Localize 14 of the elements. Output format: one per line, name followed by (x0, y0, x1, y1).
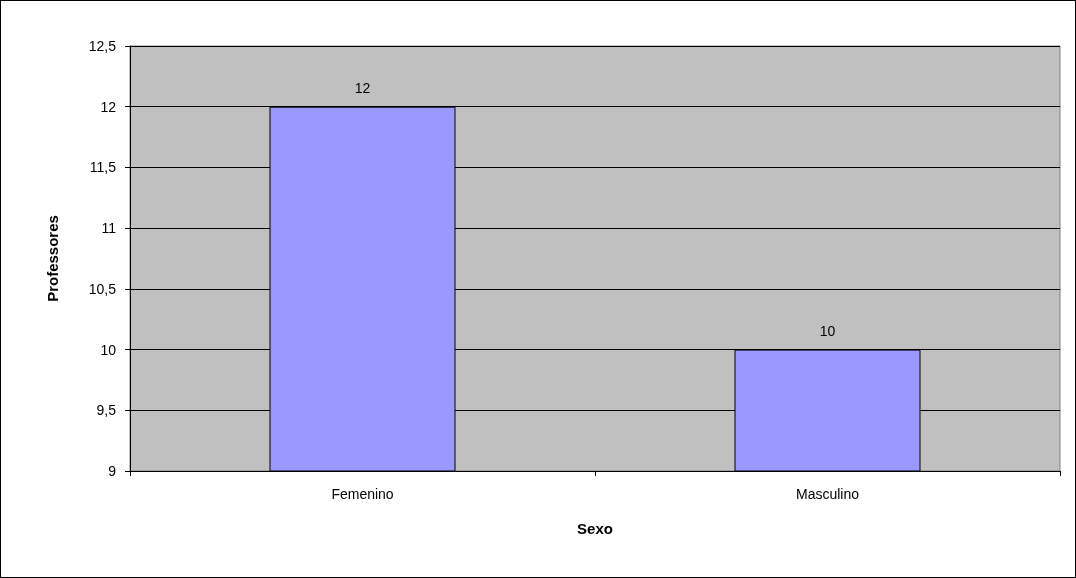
data-label: 12 (354, 79, 371, 96)
data-label: 10 (819, 322, 836, 339)
y-tick-label: 12 (100, 98, 117, 115)
y-axis-title: Professores (44, 215, 61, 302)
x-tick-label: Masculino (795, 486, 860, 502)
x-axis-title: Sexo (577, 520, 613, 537)
y-tick-label: 11,5 (89, 159, 117, 176)
x-tick-label: Femenino (331, 486, 394, 502)
y-tick-label: 10,5 (88, 280, 117, 297)
y-tick-label: 9,5 (96, 402, 117, 419)
y-tick-label: 10 (100, 341, 117, 358)
y-tick-label: 12,5 (88, 38, 117, 54)
y-tick-label: 11 (101, 220, 117, 237)
y-tick-label: 9 (108, 463, 117, 479)
